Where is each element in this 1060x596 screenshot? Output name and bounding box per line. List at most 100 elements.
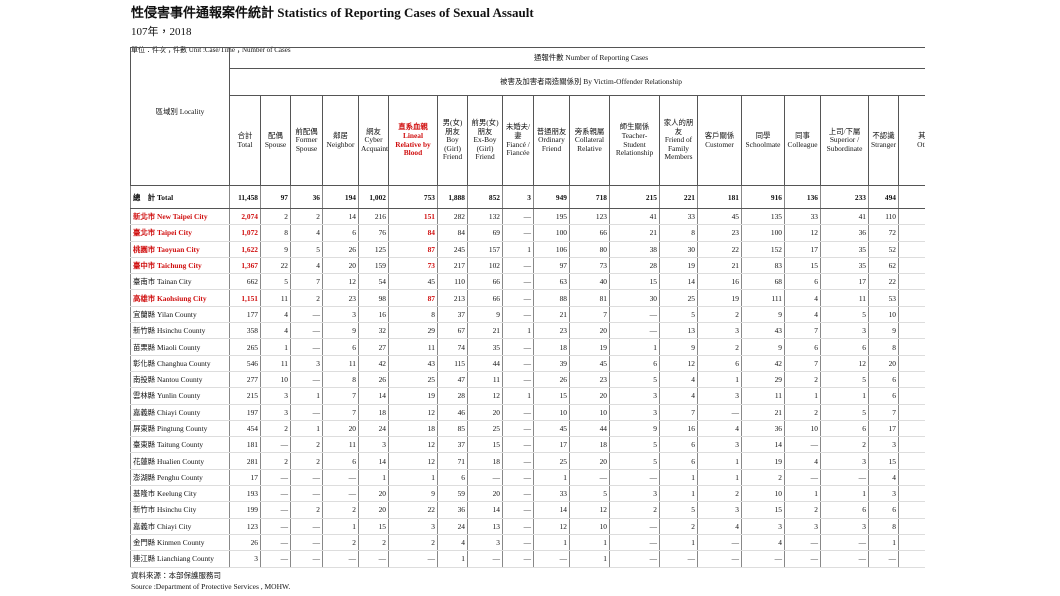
cell: 5 bbox=[290, 241, 323, 258]
locality-en: Hualien County bbox=[157, 456, 205, 466]
cell: 2 bbox=[784, 501, 821, 519]
cell: 110 bbox=[868, 208, 899, 226]
cell: 2 bbox=[697, 338, 742, 356]
cell: 68 bbox=[897, 273, 925, 291]
cell: 21 bbox=[467, 322, 503, 340]
cell: 4 bbox=[260, 322, 291, 340]
cell: 13 bbox=[897, 485, 925, 503]
column-header-en: Friend of Family Members bbox=[664, 135, 693, 162]
cell: 22 bbox=[388, 501, 438, 519]
cell: 9 bbox=[741, 338, 785, 356]
cell: 1 bbox=[659, 534, 698, 552]
cell: 6 bbox=[820, 338, 869, 356]
cell: 26 bbox=[533, 371, 570, 389]
column-header-zh: 旁系親屬 bbox=[574, 126, 605, 136]
cell: — bbox=[659, 550, 698, 568]
cell: 37 bbox=[437, 436, 468, 454]
cell: 14 bbox=[741, 436, 785, 454]
column-header: 師生關係 Teacher-Student Relationship bbox=[609, 95, 660, 186]
cell: 22 bbox=[868, 273, 899, 291]
cell: 14 bbox=[467, 501, 503, 519]
cell: 20 bbox=[569, 452, 610, 470]
cell: 52 bbox=[868, 241, 899, 258]
cell: 12 bbox=[533, 518, 570, 535]
locality-en: Hsinchu County bbox=[157, 326, 206, 336]
cell: 1,002 bbox=[358, 185, 389, 209]
cell: 84 bbox=[388, 224, 438, 242]
cell: 66 bbox=[569, 224, 610, 242]
cell: 26 bbox=[897, 436, 925, 454]
cell: 87 bbox=[388, 289, 438, 307]
cell: — bbox=[502, 501, 534, 519]
cell: 10 bbox=[868, 306, 899, 324]
cell: 3 bbox=[609, 404, 660, 421]
cell: 15 bbox=[533, 387, 570, 405]
cell: 6 bbox=[322, 452, 359, 470]
cell: — bbox=[502, 257, 534, 275]
cell: 73 bbox=[569, 257, 610, 275]
cell: 32 bbox=[897, 387, 925, 405]
cell: 26 bbox=[229, 534, 261, 552]
cell: 5 bbox=[609, 436, 660, 454]
cell: — bbox=[260, 518, 291, 535]
column-header-en: Other bbox=[917, 139, 925, 149]
cell: 3 bbox=[260, 387, 291, 405]
cell: 3 bbox=[609, 485, 660, 503]
cell: 6 bbox=[322, 338, 359, 356]
cell: 1 bbox=[569, 550, 610, 568]
cell: 22 bbox=[897, 338, 925, 356]
cell: 17 bbox=[868, 420, 899, 438]
cell: — bbox=[290, 338, 323, 356]
column-header-en: Spouse bbox=[264, 139, 287, 149]
cell: 1 bbox=[290, 387, 323, 405]
cell: 36 bbox=[741, 420, 785, 438]
cell: 19 bbox=[741, 452, 785, 470]
column-header-en: Schoolmate bbox=[745, 139, 781, 149]
cell: 85 bbox=[437, 420, 468, 438]
cell: 282 bbox=[437, 208, 468, 226]
locality-en: Changhua County bbox=[157, 358, 211, 368]
cell: — bbox=[290, 322, 323, 340]
column-header-zh: 未婚夫/妻 bbox=[505, 122, 531, 140]
cell: 245 bbox=[437, 241, 468, 258]
cell: — bbox=[502, 224, 534, 242]
data-row: 臺中市 Taichung City 1,367 22 4 20 159 73 217 102—9… bbox=[130, 257, 925, 275]
cell: 3 bbox=[358, 436, 389, 454]
locality-zh: 高雄市 bbox=[133, 293, 156, 303]
cell: 102 bbox=[467, 257, 503, 275]
cell: 1 bbox=[868, 534, 899, 552]
cell: 20 bbox=[467, 404, 503, 421]
cell: 7 bbox=[784, 355, 821, 372]
cell: 12 bbox=[388, 452, 438, 470]
locality: 臺北市 Taipei City bbox=[130, 224, 230, 242]
cell: — bbox=[502, 404, 534, 421]
cell: — bbox=[820, 550, 869, 568]
cell: 194 bbox=[322, 185, 359, 209]
locality-en: Chiayi County bbox=[157, 407, 201, 417]
column-header-zh: 鄰居 bbox=[333, 130, 348, 140]
cell: 97 bbox=[533, 257, 570, 275]
cell: 83 bbox=[741, 257, 785, 275]
cell: 1,440 bbox=[897, 185, 925, 209]
cell: — bbox=[290, 518, 323, 535]
cell: 33 bbox=[784, 208, 821, 226]
cell: 87 bbox=[388, 241, 438, 258]
cell: 4 bbox=[897, 534, 925, 552]
cell: — bbox=[260, 469, 291, 487]
locality-en: Total bbox=[157, 192, 174, 202]
cell: 35 bbox=[467, 338, 503, 356]
cell: 11 bbox=[322, 436, 359, 454]
cell: 9 bbox=[659, 338, 698, 356]
data-row: 南投縣 Nantou County 277 10—8 26 25 47 11—26 23 5 4 1… bbox=[130, 371, 925, 389]
column-header-zh: 不認識 bbox=[872, 130, 895, 140]
cell: — bbox=[609, 306, 660, 324]
cell: 106 bbox=[533, 241, 570, 258]
cell: 42 bbox=[358, 355, 389, 372]
cell: — bbox=[502, 452, 534, 470]
locality-zh: 臺東縣 bbox=[133, 440, 156, 450]
cell: 3 bbox=[820, 322, 869, 340]
cell: 67 bbox=[437, 322, 468, 340]
locality-zh: 臺南市 bbox=[133, 277, 156, 287]
cell: 2 bbox=[290, 289, 323, 307]
